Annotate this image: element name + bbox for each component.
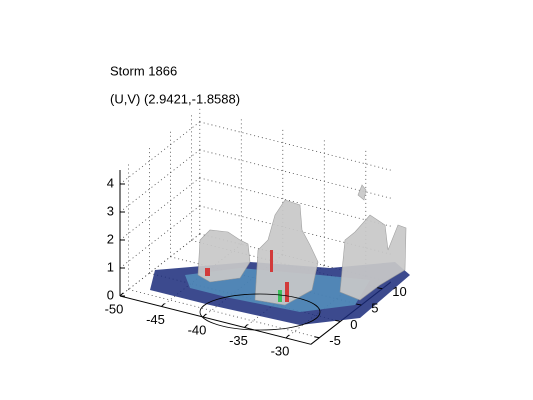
y-tick xyxy=(377,287,383,290)
isosurface xyxy=(254,199,319,306)
grid-line xyxy=(128,289,320,339)
y-tick-label: 10 xyxy=(392,284,406,299)
x-tick xyxy=(161,303,165,307)
grid-line xyxy=(199,121,391,171)
x-tick xyxy=(119,292,124,297)
x-axis xyxy=(119,295,312,345)
x-tick xyxy=(285,334,290,339)
grid-line xyxy=(119,149,201,213)
grid-line xyxy=(199,177,391,227)
core xyxy=(205,268,210,276)
x-tick xyxy=(202,313,207,318)
y-tick-label: -5 xyxy=(329,333,341,348)
chart-title: Storm 1866 xyxy=(110,63,177,78)
core xyxy=(270,250,273,272)
track xyxy=(199,293,321,331)
x-tick-label: -30 xyxy=(271,343,290,358)
core xyxy=(285,282,289,302)
z-tick-label: 4 xyxy=(107,175,114,190)
grid-line xyxy=(119,121,201,185)
y-tick xyxy=(314,336,320,339)
x-tick-label: -40 xyxy=(188,322,207,337)
x-tick xyxy=(244,324,248,328)
isosurfaces xyxy=(150,184,410,331)
core xyxy=(278,290,282,302)
isosurface xyxy=(357,184,367,201)
y-tick xyxy=(356,303,362,306)
x-tick-label: -50 xyxy=(105,301,124,316)
y-tick-label: 0 xyxy=(350,317,357,332)
z-tick-label: 2 xyxy=(107,231,114,246)
grid-line xyxy=(119,177,201,241)
y-tick-label: 5 xyxy=(371,300,378,315)
x-tick-label: -35 xyxy=(229,333,248,348)
grid-line xyxy=(119,205,201,269)
y-tick xyxy=(335,319,341,322)
x-tick-label: -45 xyxy=(146,312,165,327)
isosurface xyxy=(197,229,251,283)
z-tick-label: 3 xyxy=(107,203,114,218)
grid-line xyxy=(199,149,391,199)
chart-subtitle: (U,V) (2.9421,-1.8588) xyxy=(110,91,240,106)
grid-line xyxy=(119,233,201,297)
z-tick-label: 1 xyxy=(107,259,114,274)
isosurface xyxy=(339,214,407,301)
z-tick-label: 0 xyxy=(107,287,114,302)
